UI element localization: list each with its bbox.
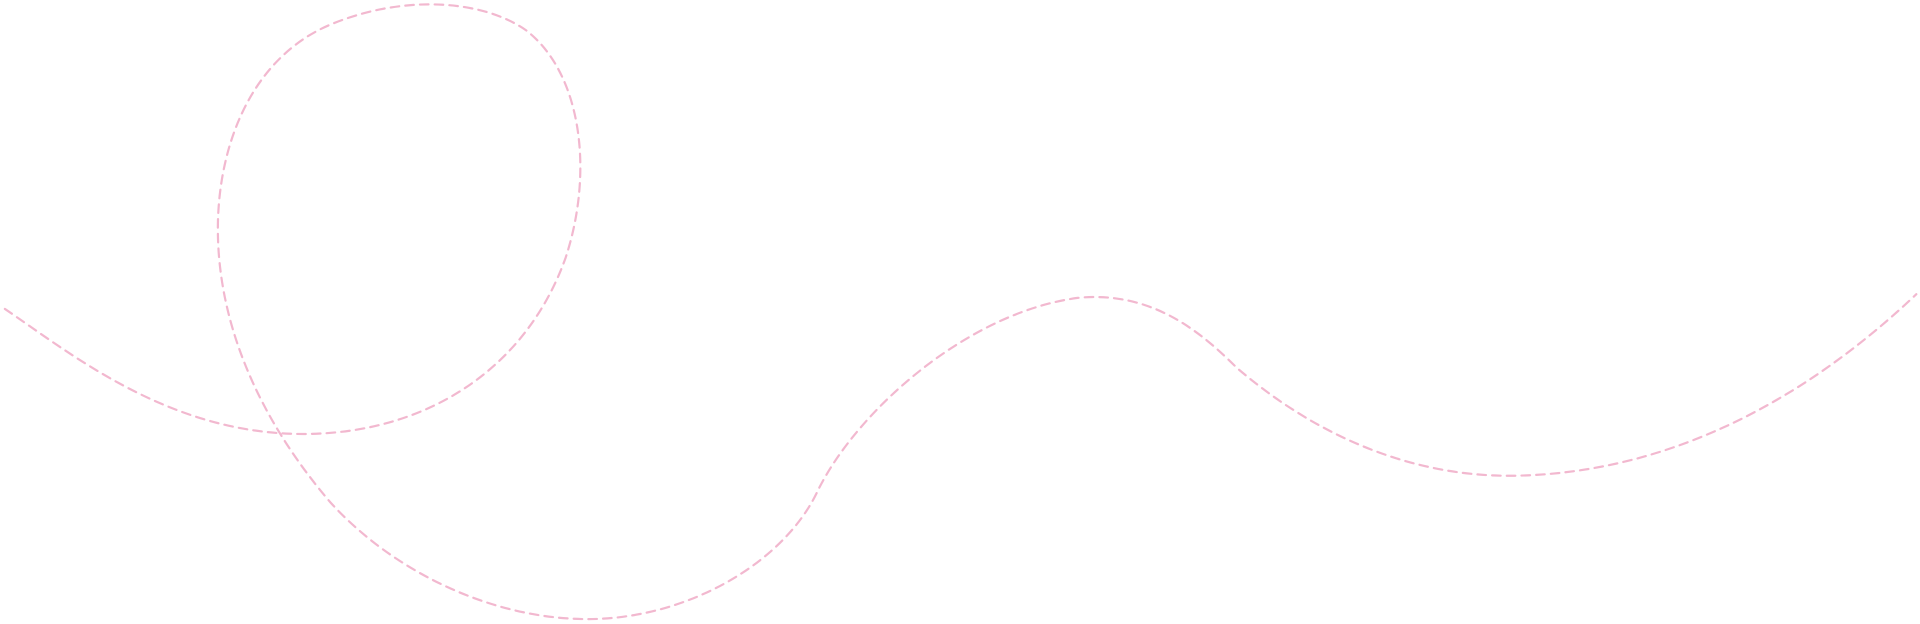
dashed-curve [3, 3, 1918, 621]
